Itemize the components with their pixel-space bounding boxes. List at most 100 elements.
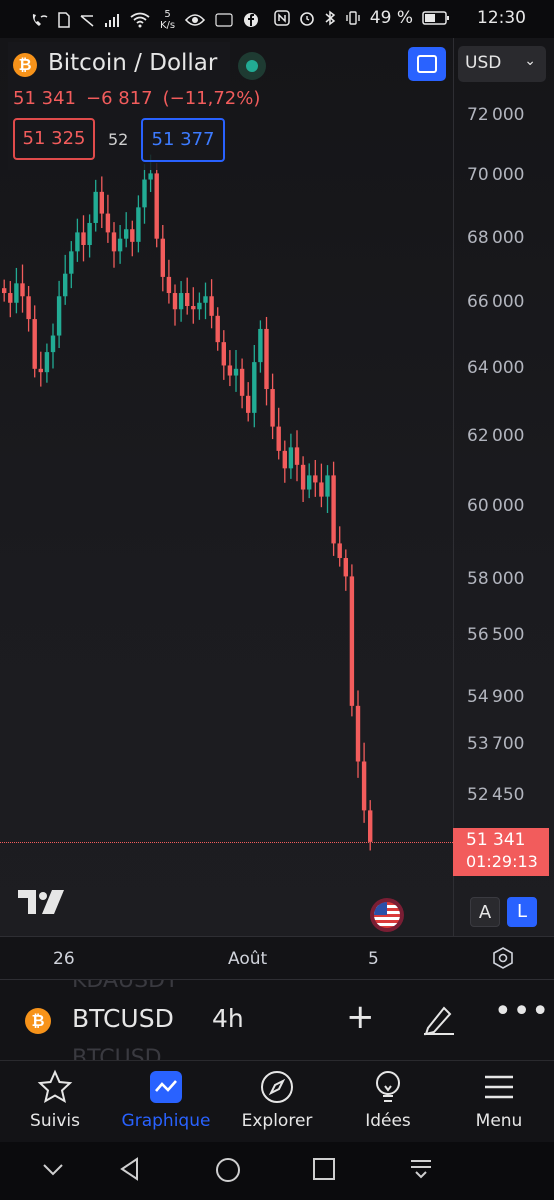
nav-item-explorer[interactable]: Explorer — [222, 1061, 332, 1143]
nav-item-graphique[interactable]: Graphique — [111, 1061, 221, 1143]
market-open-icon[interactable] — [238, 52, 266, 80]
recents-icon[interactable] — [311, 1156, 337, 1182]
candle-body — [337, 543, 342, 559]
signal-icon — [80, 15, 94, 27]
drawing-pen-icon[interactable] — [422, 1002, 456, 1036]
candle-body — [270, 389, 275, 427]
symbol-button[interactable]: BTCUSD — [72, 1004, 174, 1033]
candle-body — [142, 179, 147, 208]
candle — [300, 456, 306, 503]
more-icon[interactable]: ••• — [494, 994, 551, 1029]
y-tick: 68 000 — [467, 227, 525, 248]
star-icon — [37, 1069, 73, 1104]
candle — [69, 241, 74, 289]
candle — [38, 351, 43, 387]
candle-body — [75, 232, 80, 252]
price-axis[interactable]: 72 000 70 000 68 000 66 000 64 000 62 000 60 0… — [454, 38, 554, 936]
candle-body — [2, 288, 7, 294]
nav-label: Explorer — [241, 1111, 313, 1131]
candle-body — [44, 352, 50, 373]
y-tick: 60 000 — [467, 496, 525, 517]
nav-item-menu[interactable]: Menu — [444, 1061, 554, 1143]
candle — [276, 407, 281, 460]
home-icon[interactable] — [214, 1156, 242, 1184]
symbol-title[interactable]: Bitcoin / Dollar — [48, 50, 218, 76]
sell-button[interactable]: 51 325 — [13, 118, 95, 160]
chevron-down-icon[interactable] — [40, 1156, 66, 1182]
candle-body — [215, 315, 220, 343]
add-icon[interactable]: + — [346, 997, 375, 1037]
nav-item-suivis[interactable]: Suivis — [0, 1061, 110, 1143]
buy-button[interactable]: 51 377 — [141, 118, 225, 162]
price-change-percent: (−11,72%) — [162, 88, 261, 109]
candle-body — [105, 213, 111, 233]
candle-body — [368, 810, 373, 842]
chart-icon — [150, 1071, 182, 1103]
candle — [81, 215, 86, 262]
candle-body — [331, 475, 336, 544]
status-bar: 5 K/s 49 % 12:30 — [0, 0, 554, 38]
candle — [2, 279, 7, 302]
nav-label: Idées — [365, 1111, 411, 1131]
candle — [136, 195, 141, 253]
ghost-symbol: KDAUSDT — [72, 980, 179, 993]
chevron-down-icon: ⌄ — [524, 53, 536, 69]
eye-icon — [185, 14, 206, 26]
sim-icon — [58, 12, 70, 28]
candle-body — [264, 328, 269, 390]
candle-body — [349, 576, 355, 706]
candle — [130, 220, 135, 257]
facebook-icon — [244, 13, 259, 27]
candle-body — [172, 293, 178, 310]
interval-button[interactable]: 4h — [212, 1004, 244, 1033]
settings-icon[interactable] — [492, 947, 514, 969]
candle — [209, 279, 214, 329]
current-price-tag: 51 341 01:29:13 — [453, 828, 549, 876]
x-tick: 26 — [53, 949, 75, 969]
candle — [252, 345, 257, 428]
battery-percent: 49 % — [369, 8, 413, 28]
candle — [160, 224, 165, 292]
y-tick: 58 000 — [467, 569, 525, 590]
candle — [63, 254, 68, 305]
candle-body — [148, 173, 153, 180]
time-axis[interactable]: 26 Août 5 — [0, 936, 554, 980]
auto-scale-button[interactable]: A — [470, 897, 500, 927]
nav-item-idees[interactable]: Idées — [333, 1061, 443, 1143]
candle-body — [81, 232, 86, 246]
candle-body — [276, 426, 281, 451]
last-price: 51 341 — [13, 88, 76, 109]
nfc-icon — [274, 10, 290, 26]
candle-body — [8, 293, 13, 303]
spread-value: 52 — [108, 130, 129, 149]
back-icon[interactable] — [117, 1156, 143, 1182]
bluetooth-icon — [325, 10, 335, 26]
candle-body — [32, 319, 37, 369]
nav-label: Suivis — [30, 1111, 80, 1131]
log-scale-button[interactable]: L — [507, 897, 537, 927]
us-flag-event-icon[interactable] — [370, 898, 404, 932]
bottom-nav: Suivis Graphique Explorer Idées Menu — [0, 1060, 554, 1143]
chart-area[interactable] — [0, 38, 554, 936]
candle-body — [124, 229, 129, 239]
candle-body — [233, 368, 239, 376]
candle-body — [26, 296, 31, 320]
candle-body — [130, 229, 135, 242]
candle — [191, 287, 196, 324]
currency-select[interactable]: USD ⌄ — [458, 46, 546, 82]
candle — [172, 284, 178, 326]
candle — [124, 212, 129, 248]
system-nav-bar — [0, 1142, 554, 1200]
candle-body — [239, 368, 245, 396]
candle-body — [294, 447, 300, 465]
candlestick-chart[interactable] — [0, 38, 453, 936]
notification-shade-icon[interactable] — [408, 1156, 434, 1182]
candle-body — [209, 296, 214, 316]
menu-icon — [485, 1075, 513, 1099]
candle — [56, 280, 62, 349]
candle — [197, 292, 202, 320]
candle-body — [227, 365, 233, 376]
candle — [331, 461, 336, 556]
candle — [349, 564, 355, 717]
fullscreen-icon[interactable] — [408, 47, 446, 81]
